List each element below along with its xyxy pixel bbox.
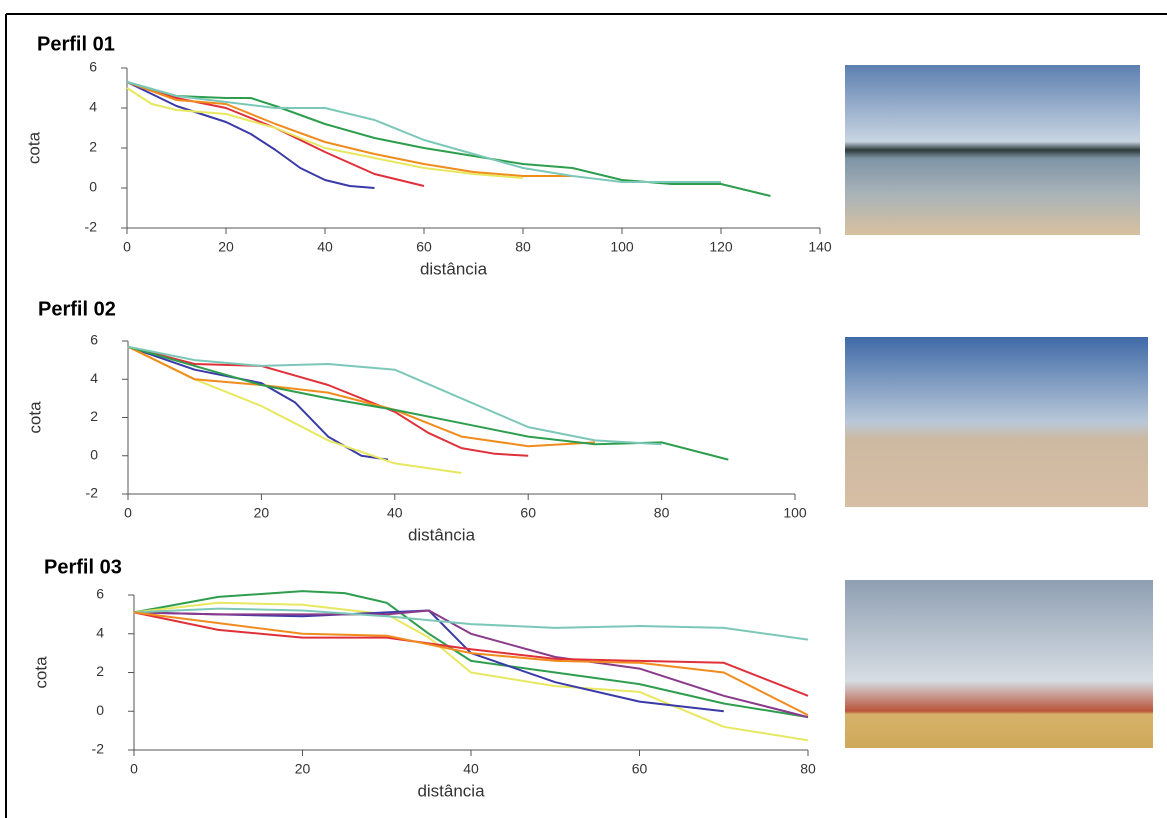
- x-tick-label: 40: [387, 505, 403, 521]
- y-tick-label: 2: [96, 663, 104, 679]
- y-tick-label: 4: [96, 624, 104, 640]
- profile-line: [133, 607, 809, 641]
- y-axis-label: cota: [25, 401, 44, 434]
- x-tick-label: 60: [632, 761, 648, 777]
- y-tick-label: 6: [89, 59, 97, 75]
- x-tick-label: 80: [515, 239, 531, 255]
- profile-line: [126, 87, 524, 179]
- x-tick-label: 120: [709, 239, 733, 255]
- x-tick-label: 20: [254, 505, 270, 521]
- x-tick-label: 80: [800, 761, 816, 777]
- y-axis-label: cota: [24, 131, 43, 164]
- x-tick-label: 100: [610, 239, 634, 255]
- profile-line: [133, 609, 809, 719]
- y-tick-label: 6: [90, 332, 98, 348]
- x-axis-label: distância: [417, 781, 485, 800]
- profile-line: [127, 345, 529, 457]
- profile-line: [133, 611, 809, 697]
- x-tick-label: 80: [654, 505, 670, 521]
- x-tick-label: 60: [416, 239, 432, 255]
- x-tick-label: 40: [317, 239, 333, 255]
- photo: [845, 337, 1148, 507]
- y-axis-label: cota: [31, 656, 50, 689]
- y-tick-label: 0: [90, 446, 98, 462]
- chart-title: Perfil 01: [37, 33, 115, 55]
- x-tick-label: 20: [295, 761, 311, 777]
- x-tick-label: 0: [123, 239, 131, 255]
- y-tick-label: 2: [90, 408, 98, 424]
- photo: [845, 65, 1140, 235]
- y-tick-label: 0: [96, 702, 104, 718]
- y-tick-label: -2: [85, 219, 98, 235]
- chart-title: Perfil 03: [44, 556, 122, 578]
- y-tick-label: -2: [92, 741, 105, 757]
- profile-line: [126, 81, 771, 197]
- chart-title: Perfil 02: [38, 298, 116, 320]
- profile-line: [133, 601, 809, 742]
- profile-line: [127, 345, 389, 461]
- y-tick-label: 6: [96, 586, 104, 602]
- y-tick-label: 4: [89, 99, 97, 115]
- y-tick-label: -2: [86, 485, 99, 501]
- profile-line: [127, 345, 662, 446]
- x-tick-label: 60: [520, 505, 536, 521]
- profile-line: [126, 81, 573, 177]
- profile-line: [133, 590, 809, 719]
- x-axis-label: distância: [420, 259, 488, 278]
- x-tick-label: 140: [808, 239, 832, 255]
- x-tick-label: 0: [124, 505, 132, 521]
- x-tick-label: 20: [218, 239, 234, 255]
- profile-line: [127, 345, 595, 448]
- y-tick-label: 0: [89, 179, 97, 195]
- x-tick-label: 0: [130, 761, 138, 777]
- x-tick-label: 100: [783, 505, 807, 521]
- photo: [845, 580, 1153, 748]
- profile-line: [133, 611, 809, 716]
- y-tick-label: 4: [90, 370, 98, 386]
- y-tick-label: 2: [89, 139, 97, 155]
- profile-line: [126, 81, 375, 189]
- x-axis-label: distância: [408, 525, 476, 544]
- x-tick-label: 40: [463, 761, 479, 777]
- profile-line: [126, 81, 721, 183]
